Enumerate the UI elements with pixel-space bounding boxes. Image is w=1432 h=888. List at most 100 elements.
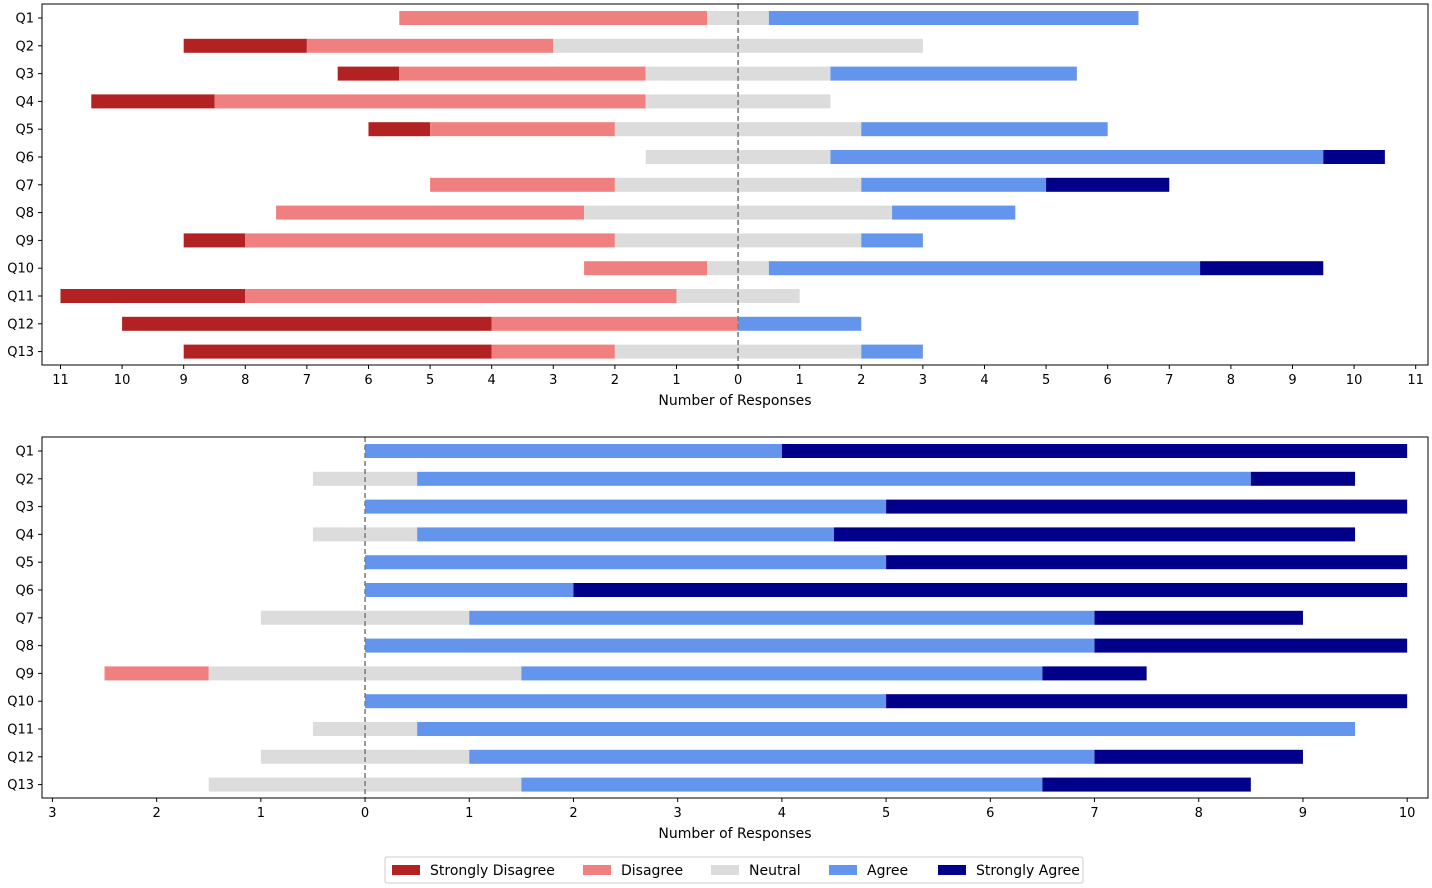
bar-q6-strongly-agree [1323, 150, 1385, 164]
y-tick-label-q11: Q11 [7, 723, 34, 738]
x-tick-label: 2 [857, 373, 865, 388]
x-tick-label: 9 [1288, 373, 1296, 388]
bar-q3-strongly-disagree [337, 66, 400, 81]
x-tick-label: 6 [1104, 373, 1112, 388]
bar-q12-disagree [491, 316, 739, 331]
bar-q7-agree [469, 610, 1095, 625]
bar-q9-strongly-disagree [183, 233, 246, 248]
bar-q4-strongly-disagree [91, 94, 215, 109]
x-tick-label: 11 [52, 373, 69, 388]
x-tick-label: 8 [1227, 373, 1235, 388]
bar-q3-agree [365, 499, 887, 514]
x-tick-label: 6 [986, 806, 994, 821]
x-tick-label: 0 [361, 806, 369, 821]
x-tick-label: 4 [488, 373, 496, 388]
x-axis-label: Number of Responses [658, 393, 811, 409]
bar-q2-disagree [306, 38, 554, 53]
legend-label-neutral: Neutral [749, 863, 801, 879]
bar-q12-agree [469, 749, 1095, 764]
bar-q10-strongly-agree [1200, 261, 1324, 276]
x-tick-label: 11 [1407, 373, 1424, 388]
legend-swatch-disagree [583, 865, 611, 875]
legend-label-agree: Agree [867, 863, 908, 879]
x-tick-label: 1 [257, 806, 265, 821]
legend-label-strongly-agree: Strongly Agree [976, 863, 1080, 879]
x-tick-label: 6 [364, 373, 372, 388]
bar-q3-disagree [399, 66, 646, 81]
bar-q1-agree [365, 444, 782, 458]
x-tick-label: 8 [1195, 806, 1203, 821]
bar-q8-agree [365, 638, 1095, 653]
y-tick-label-q7: Q7 [15, 178, 34, 193]
y-tick-label-q5: Q5 [15, 556, 34, 571]
x-tick-label: 1 [796, 373, 804, 388]
bar-q12-agree [738, 316, 862, 331]
bar-q12-strongly-agree [1094, 749, 1303, 764]
x-tick-label: 10 [1399, 806, 1416, 821]
x-tick-label: 5 [882, 806, 890, 821]
bar-q13-strongly-disagree [183, 344, 492, 359]
bar-q2-strongly-agree [1250, 471, 1356, 486]
bar-q9-agree [521, 666, 1043, 681]
x-tick-label: 9 [1299, 806, 1307, 821]
bar-q2-agree [417, 471, 1251, 486]
bar-q7-strongly-agree [1046, 177, 1170, 192]
bar-q11-agree [417, 722, 1356, 736]
bar-q7-agree [861, 177, 1047, 192]
bar-q9-strongly-agree [1042, 666, 1147, 681]
x-tick-label: 8 [241, 373, 249, 388]
x-tick-label: 3 [674, 806, 682, 821]
x-tick-label: 2 [152, 806, 160, 821]
y-tick-label-q2: Q2 [15, 39, 34, 54]
bar-q1-neutral [707, 11, 769, 25]
bar-q11-strongly-disagree [60, 289, 246, 303]
axes-frame [41, 3, 1429, 366]
bar-q9-disagree [104, 666, 209, 681]
bar-q13-strongly-agree [1042, 777, 1251, 792]
x-tick-label: 7 [303, 373, 311, 388]
bar-q10-strongly-agree [886, 694, 1408, 709]
legend: Strongly Disagree Disagree Neutral Agree Str… [384, 856, 1084, 884]
y-tick-label-q1: Q1 [15, 12, 34, 27]
bar-q5-disagree [430, 122, 615, 137]
y-tick-label-q9: Q9 [15, 667, 34, 682]
x-tick-label: 0 [734, 373, 742, 388]
bar-q10-agree [365, 694, 887, 709]
y-tick-label-q11: Q11 [7, 290, 34, 305]
bar-q6-agree [830, 150, 1324, 164]
bar-q9-disagree [245, 233, 615, 248]
bar-q1-strongly-agree [781, 444, 1408, 458]
x-tick-label: 3 [48, 806, 56, 821]
x-tick-label: 7 [1090, 806, 1098, 821]
y-tick-label-q6: Q6 [15, 151, 34, 166]
y-tick-label-q6: Q6 [15, 584, 34, 599]
y-tick-label-q7: Q7 [15, 611, 34, 626]
y-tick-label-q1: Q1 [15, 445, 34, 460]
bar-q1-agree [768, 11, 1139, 25]
x-tick-label: 3 [549, 373, 557, 388]
bar-q13-disagree [491, 344, 615, 359]
bar-q3-strongly-agree [886, 499, 1408, 514]
y-tick-label-q12: Q12 [7, 317, 34, 332]
legend-swatch-strongly-agree [938, 865, 966, 875]
bar-q3-agree [830, 66, 1077, 81]
bar-q12-neutral [260, 749, 470, 764]
legend-swatch-agree [829, 865, 857, 875]
bar-q11-disagree [245, 289, 677, 303]
y-tick-label-q3: Q3 [15, 500, 34, 515]
y-tick-label-q10: Q10 [7, 695, 34, 710]
bar-q8-agree [892, 205, 1016, 220]
axes-frame [41, 436, 1429, 799]
bar-q5-strongly-agree [886, 555, 1408, 570]
bar-q9-agree [861, 233, 923, 248]
y-tick-label-q12: Q12 [7, 750, 34, 765]
y-tick-label-q8: Q8 [15, 206, 34, 221]
bar-q1-disagree [399, 11, 708, 25]
bar-q5-strongly-disagree [368, 122, 431, 137]
bar-q6-strongly-agree [573, 583, 1408, 597]
bar-q13-agree [521, 777, 1043, 792]
y-tick-label-q13: Q13 [7, 345, 34, 360]
y-tick-label-q9: Q9 [15, 234, 34, 249]
